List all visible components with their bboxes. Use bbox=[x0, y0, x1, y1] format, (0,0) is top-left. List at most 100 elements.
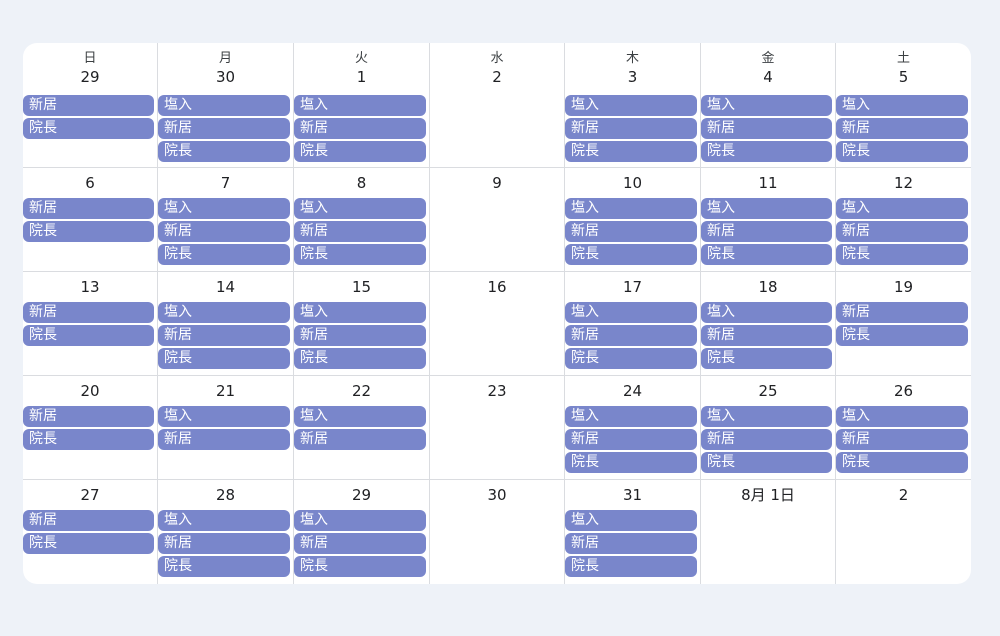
day-number[interactable]: 4 bbox=[763, 68, 773, 86]
event-chip[interactable]: 塩入 bbox=[294, 510, 426, 531]
event-chip[interactable]: 院長 bbox=[701, 141, 832, 162]
event-chip[interactable]: 塩入 bbox=[294, 302, 426, 323]
day-number[interactable]: 12 bbox=[893, 174, 914, 192]
event-chip[interactable]: 塩入 bbox=[294, 198, 426, 219]
event-chip[interactable]: 院長 bbox=[565, 141, 697, 162]
day-cell[interactable]: 16 bbox=[430, 272, 565, 376]
day-number[interactable]: 20 bbox=[80, 382, 100, 400]
day-number[interactable]: 22 bbox=[351, 382, 372, 400]
event-chip[interactable]: 新居 bbox=[565, 533, 697, 554]
day-cell[interactable]: 土 5 塩入 新居 院長 bbox=[836, 43, 971, 168]
day-cell[interactable]: 24 塩入 新居 院長 bbox=[565, 376, 701, 480]
event-chip[interactable]: 新居 bbox=[836, 429, 968, 450]
event-chip[interactable]: 新居 bbox=[158, 118, 290, 139]
day-number[interactable]: 6 bbox=[85, 174, 95, 192]
event-chip[interactable]: 院長 bbox=[294, 244, 426, 265]
event-chip[interactable]: 塩入 bbox=[565, 302, 697, 323]
day-number[interactable]: 8月 1日 bbox=[741, 486, 795, 504]
day-number[interactable]: 31 bbox=[622, 486, 643, 504]
event-chip[interactable]: 院長 bbox=[701, 244, 832, 265]
day-number[interactable]: 19 bbox=[893, 278, 914, 296]
event-chip[interactable]: 塩入 bbox=[565, 406, 697, 427]
day-cell[interactable]: 22 塩入 新居 bbox=[294, 376, 430, 480]
event-chip[interactable]: 新居 bbox=[701, 325, 832, 346]
event-chip[interactable]: 院長 bbox=[565, 348, 697, 369]
day-cell[interactable]: 26 塩入 新居 院長 bbox=[836, 376, 971, 480]
event-chip[interactable]: 院長 bbox=[565, 244, 697, 265]
day-number[interactable]: 30 bbox=[487, 486, 507, 504]
event-chip[interactable]: 新居 bbox=[836, 118, 968, 139]
event-chip[interactable]: 新居 bbox=[158, 429, 290, 450]
day-cell[interactable]: 29 塩入 新居 院長 bbox=[294, 480, 430, 584]
day-cell[interactable]: 8 塩入 新居 院長 bbox=[294, 168, 430, 272]
event-chip[interactable]: 新居 bbox=[565, 429, 697, 450]
event-chip[interactable]: 新居 bbox=[565, 118, 697, 139]
event-chip[interactable]: 塩入 bbox=[836, 198, 968, 219]
event-chip[interactable]: 新居 bbox=[294, 429, 426, 450]
day-number[interactable]: 18 bbox=[758, 278, 778, 296]
event-chip[interactable]: 院長 bbox=[701, 348, 832, 369]
day-cell[interactable]: 15 塩入 新居 院長 bbox=[294, 272, 430, 376]
day-cell[interactable]: 8月 1日 bbox=[701, 480, 836, 584]
event-chip[interactable]: 新居 bbox=[701, 118, 832, 139]
day-cell[interactable]: 25 塩入 新居 院長 bbox=[701, 376, 836, 480]
event-chip[interactable]: 新居 bbox=[23, 406, 154, 427]
event-chip[interactable]: 塩入 bbox=[836, 406, 968, 427]
day-cell[interactable]: 19 新居 院長 bbox=[836, 272, 971, 376]
day-number[interactable]: 17 bbox=[622, 278, 643, 296]
event-chip[interactable]: 新居 bbox=[565, 221, 697, 242]
event-chip[interactable]: 新居 bbox=[565, 325, 697, 346]
day-cell[interactable]: 28 塩入 新居 院長 bbox=[158, 480, 294, 584]
event-chip[interactable]: 新居 bbox=[701, 429, 832, 450]
event-chip[interactable]: 院長 bbox=[294, 556, 426, 577]
event-chip[interactable]: 新居 bbox=[23, 302, 154, 323]
day-cell[interactable]: 18 塩入 新居 院長 bbox=[701, 272, 836, 376]
day-cell[interactable]: 31 塩入 新居 院長 bbox=[565, 480, 701, 584]
day-number[interactable]: 9 bbox=[492, 174, 502, 192]
event-chip[interactable]: 院長 bbox=[23, 221, 154, 242]
day-cell[interactable]: 金 4 塩入 新居 院長 bbox=[701, 43, 836, 168]
day-cell[interactable]: 11 塩入 新居 院長 bbox=[701, 168, 836, 272]
event-chip[interactable]: 院長 bbox=[836, 244, 968, 265]
day-number[interactable]: 14 bbox=[215, 278, 236, 296]
day-number[interactable]: 29 bbox=[351, 486, 372, 504]
event-chip[interactable]: 新居 bbox=[23, 510, 154, 531]
day-number[interactable]: 8 bbox=[356, 174, 367, 192]
event-chip[interactable]: 新居 bbox=[158, 325, 290, 346]
event-chip[interactable]: 院長 bbox=[701, 452, 832, 473]
day-number[interactable]: 10 bbox=[622, 174, 643, 192]
day-number[interactable]: 11 bbox=[758, 174, 778, 192]
event-chip[interactable]: 院長 bbox=[158, 348, 290, 369]
day-cell[interactable]: 17 塩入 新居 院長 bbox=[565, 272, 701, 376]
event-chip[interactable]: 新居 bbox=[294, 118, 426, 139]
day-number[interactable]: 7 bbox=[220, 174, 231, 192]
event-chip[interactable]: 塩入 bbox=[701, 406, 832, 427]
day-number[interactable]: 23 bbox=[487, 382, 507, 400]
day-number[interactable]: 24 bbox=[622, 382, 643, 400]
event-chip[interactable]: 塩入 bbox=[565, 510, 697, 531]
event-chip[interactable]: 新居 bbox=[836, 302, 968, 323]
day-number[interactable]: 25 bbox=[758, 382, 778, 400]
event-chip[interactable]: 塩入 bbox=[836, 95, 968, 116]
event-chip[interactable]: 院長 bbox=[23, 325, 154, 346]
event-chip[interactable]: 新居 bbox=[294, 533, 426, 554]
day-number[interactable]: 5 bbox=[898, 68, 909, 86]
event-chip[interactable]: 新居 bbox=[836, 221, 968, 242]
event-chip[interactable]: 新居 bbox=[23, 198, 154, 219]
day-cell[interactable]: 火 1 塩入 新居 院長 bbox=[294, 43, 430, 168]
day-number[interactable]: 2 bbox=[898, 486, 909, 504]
event-chip[interactable]: 塩入 bbox=[565, 198, 697, 219]
event-chip[interactable]: 塩入 bbox=[294, 95, 426, 116]
day-number[interactable]: 15 bbox=[351, 278, 372, 296]
event-chip[interactable]: 院長 bbox=[836, 141, 968, 162]
event-chip[interactable]: 新居 bbox=[294, 325, 426, 346]
event-chip[interactable]: 塩入 bbox=[158, 95, 290, 116]
day-cell[interactable]: 10 塩入 新居 院長 bbox=[565, 168, 701, 272]
day-cell[interactable]: 30 bbox=[430, 480, 565, 584]
event-chip[interactable]: 塩入 bbox=[565, 95, 697, 116]
event-chip[interactable]: 新居 bbox=[701, 221, 832, 242]
day-cell[interactable]: 2 bbox=[836, 480, 971, 584]
event-chip[interactable]: 院長 bbox=[294, 141, 426, 162]
event-chip[interactable]: 新居 bbox=[294, 221, 426, 242]
